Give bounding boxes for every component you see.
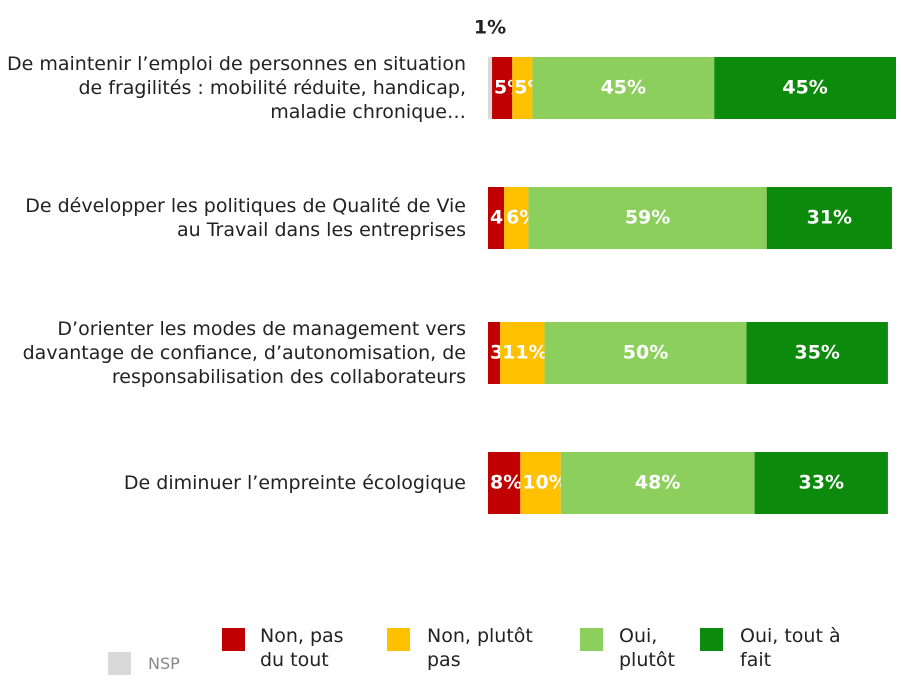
value-label: 10% [522, 472, 567, 494]
value-label: 59% [625, 207, 670, 229]
bar-segment [500, 322, 545, 384]
bar-segment [746, 322, 888, 384]
bar-segment [512, 57, 533, 119]
bar-segment [560, 452, 755, 514]
bar-segment [754, 452, 888, 514]
legend-swatch [580, 628, 603, 651]
value-label: 48% [635, 472, 680, 494]
value-label: 35% [794, 342, 839, 364]
bar-segment [488, 322, 501, 384]
value-label: 33% [799, 472, 844, 494]
category-label: D’orienter les modes de management vers … [22, 318, 466, 388]
legend-swatch [700, 628, 723, 651]
value-label: 45% [782, 77, 827, 99]
bar-segment [528, 187, 767, 249]
bar-segment [520, 452, 561, 514]
value-label: 31% [807, 207, 852, 229]
value-label: 8% [490, 472, 522, 494]
bar-segment [488, 452, 521, 514]
value-label: 1% [474, 17, 506, 39]
bar-segment [488, 57, 493, 119]
value-label: 45% [601, 77, 646, 99]
value-label: 50% [623, 342, 668, 364]
value-label: 11% [502, 342, 547, 364]
legend-swatch [387, 628, 410, 651]
legend-label: Non, plutôt pas [427, 625, 533, 671]
legend-swatch [108, 652, 131, 675]
bar-segment [492, 57, 513, 119]
category-label: De maintenir l’emploi de personnes en si… [6, 53, 466, 123]
category-label: De développer les politiques de Qualité … [25, 195, 466, 241]
legend-swatch [222, 628, 245, 651]
bar-segment [488, 187, 505, 249]
bar-segment [544, 322, 747, 384]
bar-segment [714, 57, 896, 119]
bar-segment [504, 187, 529, 249]
legend-label: Oui, tout à fait [740, 625, 841, 671]
legend-label: Non, pas du tout [260, 625, 344, 671]
legend-label: Oui, plutôt [619, 625, 675, 671]
legend-label: NSP [148, 654, 180, 673]
bar-segment [532, 57, 715, 119]
bar-segment [766, 187, 892, 249]
category-label: De diminuer l’empreinte écologique [123, 472, 466, 494]
